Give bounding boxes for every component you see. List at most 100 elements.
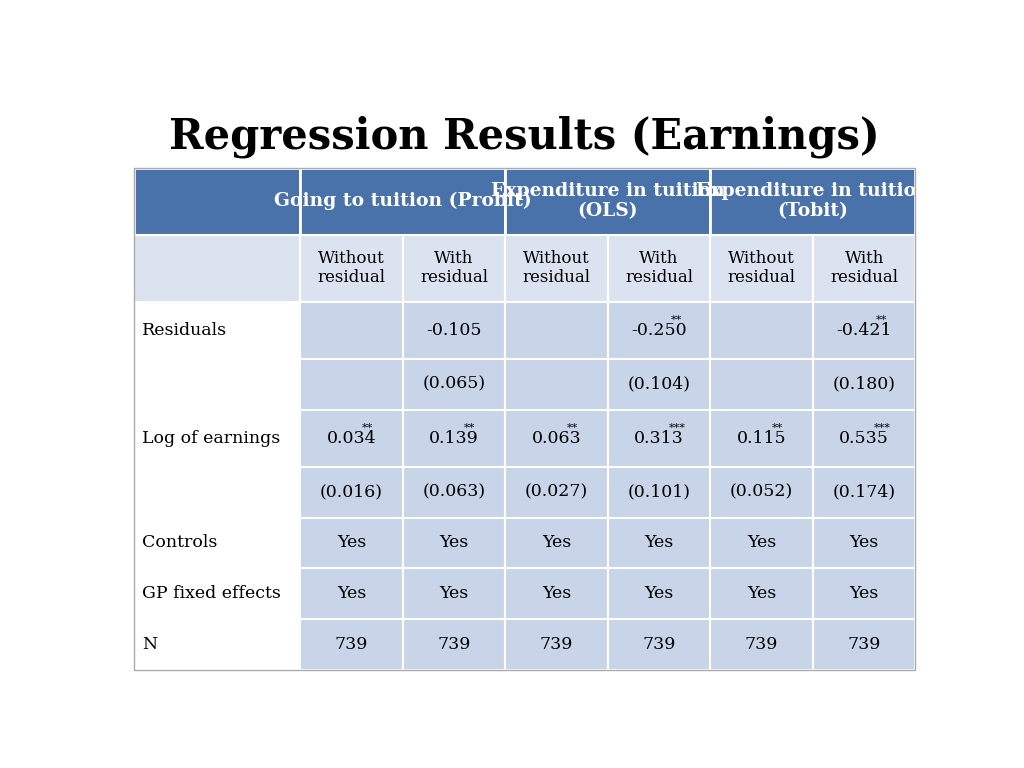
- Text: (0.101): (0.101): [628, 484, 690, 501]
- Text: Yes: Yes: [850, 585, 879, 602]
- Bar: [813, 409, 915, 467]
- Text: 739: 739: [437, 636, 471, 653]
- Bar: [711, 568, 813, 619]
- Bar: [813, 619, 915, 670]
- Bar: [300, 167, 505, 235]
- Bar: [402, 619, 505, 670]
- Bar: [608, 359, 711, 409]
- Text: (0.180): (0.180): [833, 376, 896, 392]
- Bar: [813, 359, 915, 409]
- Bar: [711, 467, 813, 518]
- Bar: [711, 302, 813, 359]
- Text: 0.535: 0.535: [840, 430, 889, 447]
- Bar: [711, 359, 813, 409]
- Text: Controls: Controls: [142, 535, 217, 551]
- Bar: [134, 235, 300, 302]
- Text: Log of earnings: Log of earnings: [142, 430, 281, 447]
- Bar: [300, 518, 402, 568]
- Bar: [134, 619, 300, 670]
- Text: ***: ***: [669, 423, 686, 433]
- Bar: [813, 467, 915, 518]
- Bar: [608, 235, 711, 302]
- Bar: [711, 235, 813, 302]
- Text: 0.063: 0.063: [531, 430, 582, 447]
- Bar: [300, 568, 402, 619]
- Bar: [402, 518, 505, 568]
- Text: 739: 739: [744, 636, 778, 653]
- Bar: [608, 409, 711, 467]
- Bar: [608, 302, 711, 359]
- Bar: [505, 568, 608, 619]
- Text: Without
residual: Without residual: [728, 250, 796, 286]
- Bar: [813, 235, 915, 302]
- Bar: [505, 302, 608, 359]
- Text: (0.104): (0.104): [628, 376, 690, 392]
- Bar: [505, 167, 711, 235]
- Bar: [608, 619, 711, 670]
- Bar: [813, 302, 915, 359]
- Bar: [711, 619, 813, 670]
- Text: Yes: Yes: [542, 535, 571, 551]
- Bar: [402, 302, 505, 359]
- Text: Yes: Yes: [746, 585, 776, 602]
- Text: Yes: Yes: [850, 535, 879, 551]
- Bar: [402, 359, 505, 409]
- Text: 0.034: 0.034: [327, 430, 377, 447]
- Text: **: **: [772, 423, 783, 433]
- Text: **: **: [671, 315, 682, 325]
- Bar: [505, 619, 608, 670]
- Bar: [134, 167, 300, 235]
- Bar: [402, 409, 505, 467]
- Bar: [608, 568, 711, 619]
- Bar: [300, 359, 402, 409]
- Text: 0.313: 0.313: [634, 430, 684, 447]
- Text: 739: 739: [848, 636, 881, 653]
- Bar: [402, 235, 505, 302]
- Text: **: **: [876, 315, 887, 325]
- Text: -0.105: -0.105: [426, 322, 482, 339]
- Bar: [300, 235, 402, 302]
- Bar: [505, 467, 608, 518]
- Text: 0.139: 0.139: [429, 430, 479, 447]
- Text: 0.115: 0.115: [737, 430, 786, 447]
- Bar: [300, 409, 402, 467]
- Bar: [300, 619, 402, 670]
- Text: ***: ***: [874, 423, 891, 433]
- Text: **: **: [566, 423, 578, 433]
- Text: Yes: Yes: [337, 535, 367, 551]
- Text: 739: 739: [335, 636, 369, 653]
- Text: Yes: Yes: [644, 535, 674, 551]
- Text: Yes: Yes: [337, 585, 367, 602]
- Bar: [134, 518, 300, 568]
- Text: Expenditure in tuition
(OLS): Expenditure in tuition (OLS): [490, 182, 725, 220]
- Text: Regression Results (Earnings): Regression Results (Earnings): [169, 115, 881, 158]
- Bar: [505, 359, 608, 409]
- Bar: [300, 467, 402, 518]
- Text: 739: 739: [540, 636, 573, 653]
- Text: 739: 739: [642, 636, 676, 653]
- Bar: [505, 409, 608, 467]
- Text: N: N: [142, 636, 157, 653]
- Bar: [402, 467, 505, 518]
- Bar: [608, 467, 711, 518]
- Text: -0.421: -0.421: [837, 322, 892, 339]
- Bar: [608, 518, 711, 568]
- Bar: [134, 467, 300, 518]
- Bar: [134, 302, 300, 359]
- Text: (0.027): (0.027): [525, 484, 588, 501]
- Bar: [813, 518, 915, 568]
- Text: Yes: Yes: [746, 535, 776, 551]
- Text: Expenditure in tuition
(Tobit): Expenditure in tuition (Tobit): [696, 182, 930, 220]
- Bar: [813, 568, 915, 619]
- Text: Yes: Yes: [439, 585, 469, 602]
- Text: GP fixed effects: GP fixed effects: [142, 585, 281, 602]
- Bar: [505, 235, 608, 302]
- Bar: [505, 518, 608, 568]
- Bar: [134, 167, 915, 670]
- Text: With
residual: With residual: [830, 250, 898, 286]
- Bar: [402, 568, 505, 619]
- Text: -0.250: -0.250: [631, 322, 687, 339]
- Text: Residuals: Residuals: [142, 322, 227, 339]
- Text: **: **: [361, 423, 373, 433]
- Text: Going to tuition (Probit): Going to tuition (Probit): [274, 192, 531, 210]
